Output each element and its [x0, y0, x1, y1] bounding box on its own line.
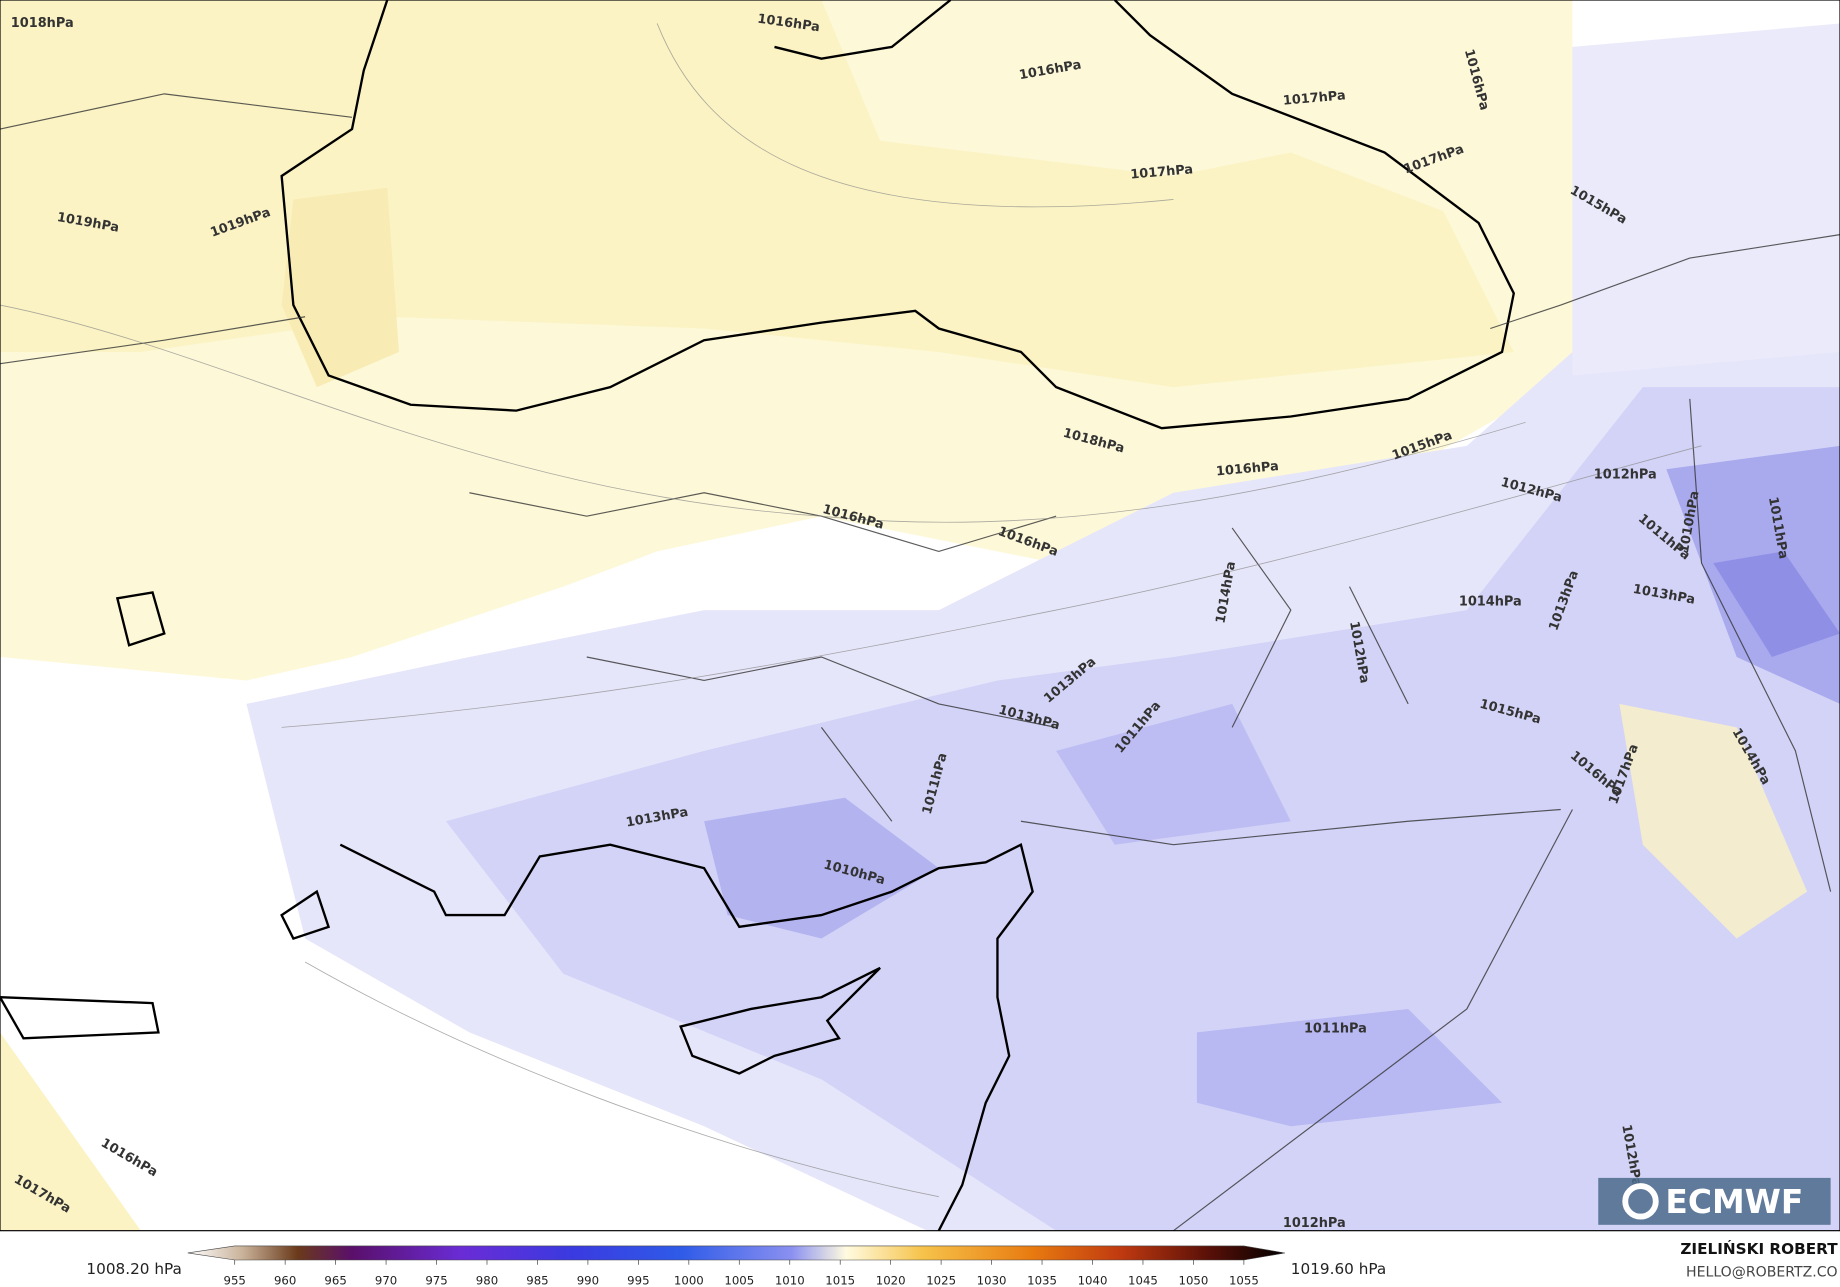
colorbar-tick-label: 970: [375, 1274, 397, 1287]
colorbar-tick-label: 980: [476, 1274, 498, 1287]
colorbar-min: 1008.20 hPa: [86, 1260, 181, 1278]
coastlines: [0, 0, 1516, 1231]
colorbar-tick-label: 1015: [825, 1274, 855, 1287]
contact: HELLO@ROBERTZ.CO: [1686, 1264, 1838, 1280]
colorbar-tick-label: 960: [274, 1274, 296, 1287]
colorbar-tick-label: 1040: [1078, 1274, 1108, 1287]
colorbar-tick-label: 975: [425, 1274, 447, 1287]
colorbar-tick-label: 1055: [1229, 1274, 1259, 1287]
isobars: [0, 23, 1702, 1198]
colorbar-tick-label: 995: [627, 1274, 649, 1287]
colorbar-tick-label: 1045: [1128, 1274, 1158, 1287]
isobar-label: 1014hPa: [1459, 594, 1522, 609]
colorbar-tick-label: 965: [324, 1274, 346, 1287]
isobar-label: 1018hPa: [11, 16, 74, 31]
isobar-label: 1017hPa: [1130, 162, 1194, 182]
colorbar-tick-label: 985: [526, 1274, 548, 1287]
colorbar-tick-label: 1050: [1179, 1274, 1209, 1287]
colorbar-tick-label: 1010: [775, 1274, 805, 1287]
author: ZIELIŃSKI ROBERT: [1680, 1239, 1838, 1258]
isobar-label: 1012hPa: [1283, 1216, 1346, 1231]
colorbar-tick-label: 955: [224, 1274, 246, 1287]
colorbar-max: 1019.60 hPa: [1291, 1260, 1386, 1278]
isobar-label: 1016hPa: [1215, 459, 1279, 479]
colorbar-ticks: 955 960 965 970 975 980 985 990 995 1000 1005 1010 1…: [224, 1260, 1259, 1287]
logo-text: ECMWF: [1665, 1183, 1803, 1221]
colorbar: [187, 1245, 1285, 1261]
colorbar-tick-label: 1000: [674, 1274, 704, 1287]
colorbar-tick-label: 1005: [724, 1274, 754, 1287]
map-area: [0, 0, 1840, 1231]
colorbar-tick-label: 1025: [926, 1274, 956, 1287]
isobar-label: 1011hPa: [1304, 1021, 1367, 1036]
ecmwf-logo: ECMWF: [1598, 1177, 1831, 1225]
colorbar-tick-label: 990: [577, 1274, 599, 1287]
borders: [0, 93, 1840, 1231]
colorbar-tick-label: 1030: [977, 1274, 1007, 1287]
colorbar-tick-label: 1020: [876, 1274, 906, 1287]
isobar-label: 1012hPa: [1594, 468, 1657, 483]
colorbar-tick-label: 1035: [1027, 1274, 1057, 1287]
isobar-label: 1017hPa: [1282, 88, 1346, 108]
